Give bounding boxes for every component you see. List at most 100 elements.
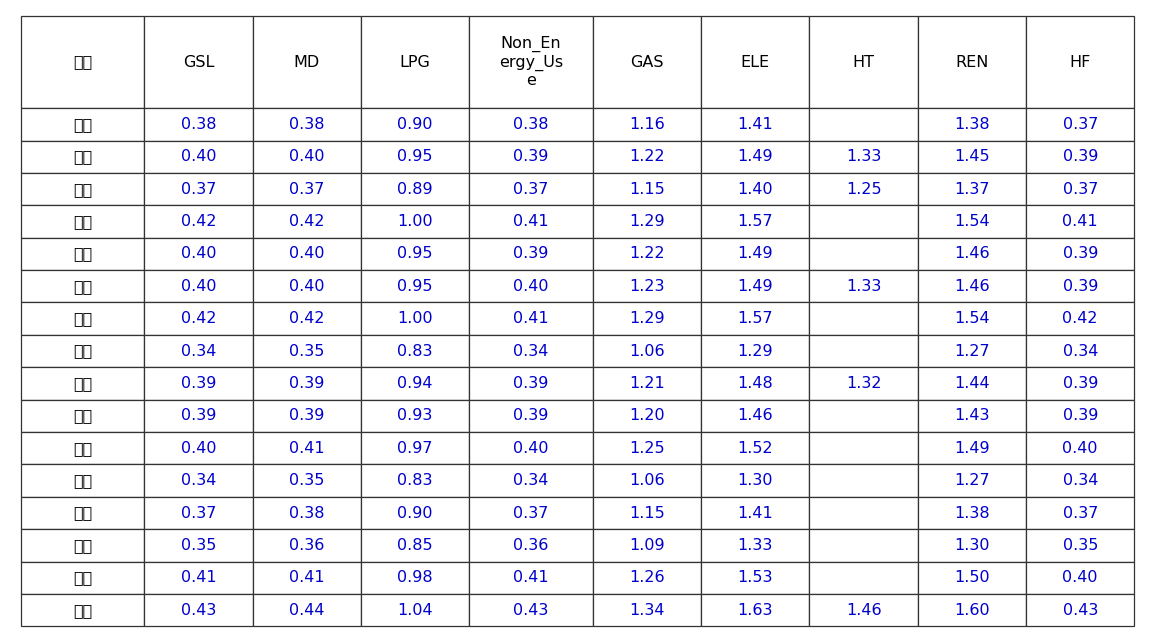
Text: 1.49: 1.49	[737, 279, 773, 294]
Text: 0.93: 0.93	[397, 408, 433, 424]
Bar	[917, 497, 1026, 529]
Bar	[1026, 368, 1134, 399]
Bar	[253, 399, 361, 432]
Text: 0.37: 0.37	[1063, 117, 1097, 132]
Bar	[253, 303, 361, 335]
Bar	[702, 562, 809, 594]
Bar	[593, 399, 702, 432]
Text: 1.29: 1.29	[737, 343, 773, 359]
Text: 0.44: 0.44	[288, 603, 324, 618]
Text: 0.39: 0.39	[1063, 149, 1097, 164]
Bar	[702, 497, 809, 529]
Text: 1.43: 1.43	[954, 408, 990, 424]
Bar	[144, 16, 253, 108]
Bar	[144, 562, 253, 594]
Text: 0.97: 0.97	[397, 441, 433, 456]
Text: 0.38: 0.38	[288, 506, 324, 521]
Bar	[21, 464, 144, 497]
Text: 0.89: 0.89	[397, 182, 433, 197]
Text: 0.39: 0.39	[514, 246, 549, 261]
Text: 1.15: 1.15	[629, 182, 665, 197]
Bar	[21, 205, 144, 238]
Text: 부산: 부산	[73, 343, 92, 359]
Text: 1.21: 1.21	[629, 376, 665, 391]
Bar	[917, 141, 1026, 173]
Bar	[809, 141, 917, 173]
Bar	[1026, 270, 1134, 303]
Bar	[253, 238, 361, 270]
Bar	[470, 238, 593, 270]
Text: 0.35: 0.35	[290, 343, 324, 359]
Bar	[917, 238, 1026, 270]
Bar	[593, 464, 702, 497]
Bar	[702, 529, 809, 562]
Bar	[361, 16, 470, 108]
Text: 0.40: 0.40	[181, 441, 216, 456]
Bar	[21, 16, 144, 108]
Text: 0.39: 0.39	[290, 376, 324, 391]
Text: 1.22: 1.22	[629, 149, 665, 164]
Bar	[144, 432, 253, 464]
Text: 1.37: 1.37	[954, 182, 990, 197]
Bar	[809, 108, 917, 141]
Text: 1.46: 1.46	[846, 603, 882, 618]
Text: 0.34: 0.34	[514, 343, 549, 359]
Bar	[809, 368, 917, 399]
Bar	[917, 368, 1026, 399]
Text: 0.41: 0.41	[288, 570, 324, 585]
Bar	[593, 497, 702, 529]
Text: 0.35: 0.35	[1063, 538, 1097, 553]
Bar	[1026, 464, 1134, 497]
Bar	[917, 108, 1026, 141]
Text: 1.46: 1.46	[737, 408, 773, 424]
Text: 1.57: 1.57	[737, 214, 773, 229]
Bar	[470, 335, 593, 368]
Text: 0.40: 0.40	[288, 279, 324, 294]
Text: 울산: 울산	[73, 408, 92, 424]
Text: 0.40: 0.40	[288, 149, 324, 164]
Text: MD: MD	[294, 55, 320, 69]
Bar	[702, 303, 809, 335]
Text: 0.34: 0.34	[181, 343, 216, 359]
Text: 0.38: 0.38	[288, 117, 324, 132]
Text: 전남: 전남	[73, 473, 92, 488]
Bar	[470, 399, 593, 432]
Bar	[144, 529, 253, 562]
Text: 1.50: 1.50	[954, 570, 990, 585]
Bar	[809, 173, 917, 205]
Bar	[809, 529, 917, 562]
Bar	[702, 173, 809, 205]
Bar	[470, 529, 593, 562]
Text: 1.00: 1.00	[397, 311, 433, 326]
Bar	[593, 270, 702, 303]
Text: 1.29: 1.29	[629, 311, 665, 326]
Bar	[702, 368, 809, 399]
Text: 전북: 전북	[73, 506, 92, 521]
Bar	[144, 270, 253, 303]
Text: 1.20: 1.20	[629, 408, 665, 424]
Bar	[361, 141, 470, 173]
Text: 1.46: 1.46	[954, 279, 990, 294]
Bar	[253, 173, 361, 205]
Bar	[702, 270, 809, 303]
Text: 0.34: 0.34	[1063, 473, 1097, 488]
Text: 강원: 강원	[73, 117, 92, 132]
Bar	[361, 173, 470, 205]
Text: 1.27: 1.27	[954, 473, 990, 488]
Bar	[702, 16, 809, 108]
Bar	[470, 303, 593, 335]
Text: 1.27: 1.27	[954, 343, 990, 359]
Text: 1.49: 1.49	[954, 441, 990, 456]
Bar	[917, 205, 1026, 238]
Text: 0.42: 0.42	[1063, 311, 1097, 326]
Text: 1.32: 1.32	[846, 376, 882, 391]
Bar	[1026, 141, 1134, 173]
Bar	[253, 205, 361, 238]
Text: 0.34: 0.34	[181, 473, 216, 488]
Bar	[917, 16, 1026, 108]
Text: 1.09: 1.09	[629, 538, 665, 553]
Bar	[144, 368, 253, 399]
Text: 1.30: 1.30	[737, 473, 773, 488]
Bar	[809, 303, 917, 335]
Bar	[809, 205, 917, 238]
